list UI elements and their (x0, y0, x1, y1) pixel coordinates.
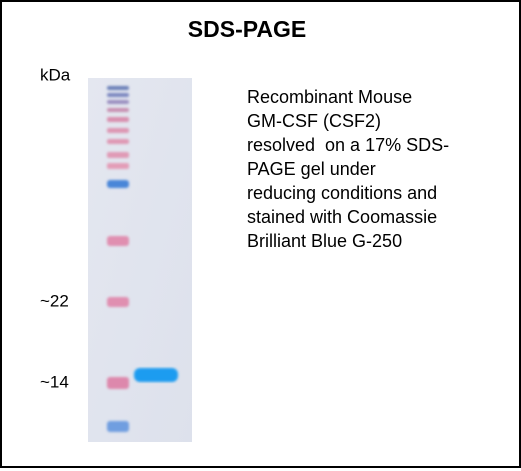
description-line: stained with Coomassie (247, 207, 437, 227)
ladder-lane (107, 86, 129, 432)
description-line: PAGE gel under (247, 159, 376, 179)
ladder-band (107, 163, 129, 169)
gel-background (88, 78, 192, 442)
unit-label: kDa (40, 65, 71, 84)
ladder-band (107, 180, 129, 188)
ladder-band (107, 93, 129, 97)
ladder-band (107, 139, 129, 144)
sample-lane (134, 368, 178, 382)
ladder-band (107, 421, 129, 432)
ladder-band (107, 152, 129, 158)
ladder-band (107, 128, 129, 133)
figure: SDS-PAGE kDa ~22 ~14 Recombinant Mouse G… (40, 16, 449, 442)
ladder-band (107, 236, 129, 246)
description-line: Recombinant Mouse (247, 87, 412, 107)
ladder-band (107, 100, 129, 104)
description-line: reducing conditions and (247, 183, 437, 203)
title: SDS-PAGE (188, 16, 306, 42)
ladder-band (107, 108, 129, 112)
ladder-band (107, 117, 129, 122)
marker-label: ~22 (40, 291, 69, 310)
ladder-band (107, 377, 129, 389)
ladder-band (107, 86, 129, 90)
description-line: resolved on a 17% SDS- (247, 135, 449, 155)
description: Recombinant Mouse GM-CSF (CSF2) resolved… (247, 87, 449, 251)
ladder-band (107, 297, 129, 307)
sample-band (134, 368, 178, 382)
gel (88, 78, 192, 442)
marker-label: ~14 (40, 372, 69, 391)
description-line: Brilliant Blue G-250 (247, 231, 402, 251)
description-line: GM-CSF (CSF2) (247, 111, 381, 131)
